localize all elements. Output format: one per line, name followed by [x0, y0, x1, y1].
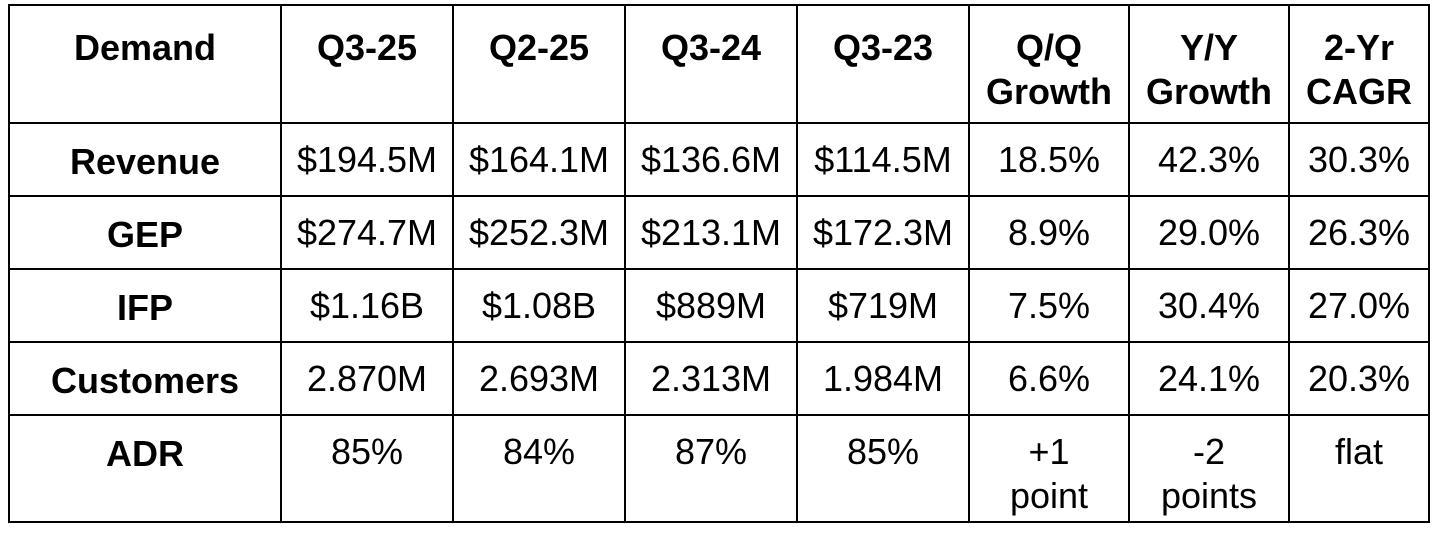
table-cell: 8.9%: [968, 195, 1130, 270]
table-cell: 26.3%: [1288, 195, 1430, 270]
header-qq-line1: Q/Q: [1015, 27, 1082, 68]
header-2yr-cagr: 2-Yr CAGR: [1288, 4, 1430, 124]
table-cell: $719M: [796, 268, 970, 343]
header-yy-line1: Y/Y: [1179, 27, 1239, 68]
table-cell-qq-adr: +1 point: [968, 414, 1130, 523]
table-cell: $889M: [624, 268, 798, 343]
table-cell: 42.3%: [1128, 122, 1290, 197]
table-row-gep: GEP $274.7M $252.3M $213.1M $172.3M 8.9%…: [8, 195, 1430, 270]
table-cell: 85%: [796, 414, 970, 523]
table-row-adr: ADR 85% 84% 87% 85% +1 point -2 points f…: [8, 414, 1430, 523]
header-cagr-line2: CAGR: [1306, 71, 1412, 112]
table-cell: 24.1%: [1128, 341, 1290, 416]
table-row-ifp: IFP $1.16B $1.08B $889M $719M 7.5% 30.4%…: [8, 268, 1430, 343]
table-cell: $164.1M: [452, 122, 626, 197]
table-cell: 84%: [452, 414, 626, 523]
table-cell: 7.5%: [968, 268, 1130, 343]
adr-yy-line1: -2: [1192, 431, 1225, 472]
table-cell-yy-adr: -2 points: [1128, 414, 1290, 523]
table-cell: $213.1M: [624, 195, 798, 270]
table-row-revenue: Revenue $194.5M $164.1M $136.6M $114.5M …: [8, 122, 1430, 197]
adr-qq-line2: point: [1009, 475, 1089, 516]
header-yy-line2: Growth: [1146, 71, 1272, 112]
adr-qq-line1: +1: [1028, 431, 1070, 472]
header-demand: Demand: [8, 4, 282, 124]
table-cell: 29.0%: [1128, 195, 1290, 270]
row-label: IFP: [8, 268, 282, 343]
header-qq-line2: Growth: [986, 71, 1112, 112]
table-row-customers: Customers 2.870M 2.693M 2.313M 1.984M 6.…: [8, 341, 1430, 416]
table-cell: $194.5M: [280, 122, 454, 197]
table-cell: 2.313M: [624, 341, 798, 416]
row-label: GEP: [8, 195, 282, 270]
header-q3-24: Q3-24: [624, 4, 798, 124]
table-cell: 2.870M: [280, 341, 454, 416]
table-cell: 1.984M: [796, 341, 970, 416]
header-q2-25: Q2-25: [452, 4, 626, 124]
table-cell: $114.5M: [796, 122, 970, 197]
header-cagr-line1: 2-Yr: [1323, 27, 1395, 68]
table-cell: $252.3M: [452, 195, 626, 270]
header-yy-growth: Y/Y Growth: [1128, 4, 1290, 124]
table-cell: 85%: [280, 414, 454, 523]
table-cell: 20.3%: [1288, 341, 1430, 416]
row-label: ADR: [8, 414, 282, 523]
table-header-row: Demand Q3-25 Q2-25 Q3-24 Q3-23 Q/Q Growt…: [8, 4, 1430, 124]
table-cell: 6.6%: [968, 341, 1130, 416]
table-cell: $274.7M: [280, 195, 454, 270]
demand-metrics-table: Demand Q3-25 Q2-25 Q3-24 Q3-23 Q/Q Growt…: [8, 4, 1430, 523]
table-cell: 2.693M: [452, 341, 626, 416]
header-qq-growth: Q/Q Growth: [968, 4, 1130, 124]
row-label: Customers: [8, 341, 282, 416]
table-cell: 18.5%: [968, 122, 1130, 197]
table-cell: 30.4%: [1128, 268, 1290, 343]
table-cell: $136.6M: [624, 122, 798, 197]
adr-yy-line2: points: [1160, 475, 1258, 516]
table-cell: $1.16B: [280, 268, 454, 343]
table-cell: $1.08B: [452, 268, 626, 343]
row-label: Revenue: [8, 122, 282, 197]
header-q3-25: Q3-25: [280, 4, 454, 124]
table-cell: flat: [1288, 414, 1430, 523]
table-cell: 87%: [624, 414, 798, 523]
table-cell: 30.3%: [1288, 122, 1430, 197]
header-q3-23: Q3-23: [796, 4, 970, 124]
table-cell: 27.0%: [1288, 268, 1430, 343]
table-cell: $172.3M: [796, 195, 970, 270]
